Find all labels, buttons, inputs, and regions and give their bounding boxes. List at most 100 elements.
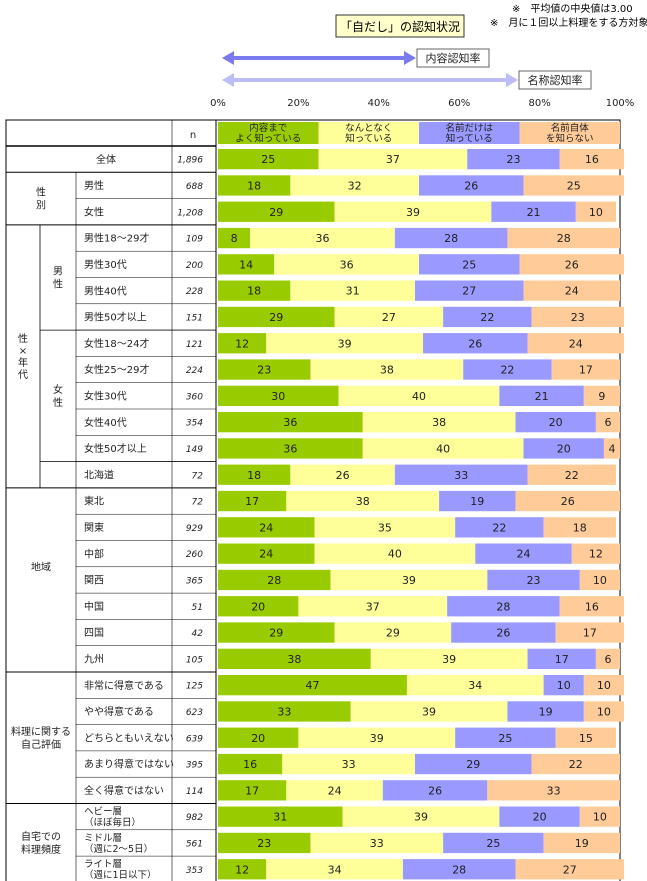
bar-value-label: 26 <box>336 469 350 482</box>
bar-value-label: 39 <box>402 574 416 587</box>
row-n: 224 <box>186 366 203 376</box>
chart-title: 「自だし」の認知状況 <box>340 19 460 34</box>
row-n: 72 <box>192 471 204 481</box>
row-label: 関西 <box>84 575 104 587</box>
bar-value-label: 6 <box>604 416 611 429</box>
row-n: 354 <box>186 419 203 429</box>
bar-segment <box>310 359 464 380</box>
bar-segment <box>218 569 331 591</box>
bar-segment <box>218 648 371 669</box>
bar-segment <box>218 780 287 801</box>
bar-value-label: 18 <box>247 179 261 192</box>
bar-segment <box>382 780 488 801</box>
row-n: 360 <box>186 392 203 402</box>
bar-segment <box>523 280 620 301</box>
bar-value-label: 14 <box>239 258 253 271</box>
legend-arrow-1: 名称認知率 <box>222 70 592 90</box>
bar-segment <box>543 675 584 696</box>
bar-segment <box>218 464 291 485</box>
bar-value-label: 25 <box>486 837 500 850</box>
subgroup-label: 男性 <box>53 266 63 291</box>
bar-value-label: 17 <box>245 495 259 508</box>
bar-value-label: 22 <box>492 521 506 534</box>
bar-value-label: 33 <box>454 469 468 482</box>
row-label: 女性18～24才 <box>84 337 149 350</box>
bar-value-label: 24 <box>259 521 273 534</box>
bar-value-label: 29 <box>269 311 283 324</box>
row-label: 東北 <box>84 495 104 508</box>
row-label: 男性 <box>84 179 104 192</box>
bar-value-label: 36 <box>340 258 354 271</box>
row-label: 女性25～29才 <box>84 363 149 376</box>
bar-segment <box>583 385 620 406</box>
bar-segment <box>218 675 407 696</box>
bar-segment <box>310 832 444 854</box>
bar-value-label: 38 <box>356 495 370 508</box>
bar-value-label: 16 <box>243 758 257 771</box>
bar-value-label: 23 <box>257 837 271 850</box>
bar-segment <box>423 333 528 354</box>
bar-segment <box>555 622 625 643</box>
bar-value-label: 39 <box>406 206 420 219</box>
bar-value-label: 10 <box>597 679 611 692</box>
bar-value-label: 37 <box>366 600 380 613</box>
data-row: 関東 929 24 35 22 18 <box>76 513 616 538</box>
row-n: 353 <box>186 866 203 876</box>
bar-segment <box>330 569 488 591</box>
bar-value-label: 37 <box>386 153 400 166</box>
bar-value-label: 20 <box>251 732 265 745</box>
bar-segment <box>595 412 620 433</box>
x-tick-label: 40% <box>368 98 390 109</box>
legend-swatch-3 <box>519 122 620 144</box>
title-box <box>335 14 465 38</box>
bar-segment <box>218 832 311 854</box>
bar-segment <box>350 701 508 722</box>
bar-value-label: 26 <box>464 179 478 192</box>
n-column-header: n <box>190 130 196 141</box>
bar-value-label: 26 <box>496 627 510 640</box>
bar-value-label: 22 <box>500 364 514 377</box>
bar-value-label: 28 <box>557 232 571 245</box>
bar-value-label: 10 <box>593 811 607 824</box>
bar-segment <box>282 753 415 775</box>
data-row: 全体 1,896 25 37 23 16 <box>96 149 625 170</box>
bar-segment <box>298 596 448 617</box>
row-n: 561 <box>186 839 203 849</box>
bar-value-label: 17 <box>555 653 569 666</box>
bar-value-label: 27 <box>462 285 476 298</box>
row-n: 260 <box>186 550 203 560</box>
bar-value-label: 40 <box>436 442 450 455</box>
bar-segment <box>507 701 584 722</box>
legend-label-1: なんとなく知っている <box>345 123 392 145</box>
bar-value-label: 15 <box>579 732 593 745</box>
group-label: 料理に関する自己評価 <box>11 725 71 751</box>
bar-segment <box>579 806 620 827</box>
bar-value-label: 27 <box>382 311 396 324</box>
bar-value-label: 36 <box>283 416 297 429</box>
bar-segment <box>499 806 580 827</box>
bar-segment <box>443 306 532 328</box>
row-n: 42 <box>192 629 204 639</box>
bar-segment <box>338 385 500 406</box>
bar-segment <box>523 438 604 459</box>
bar-value-label: 24 <box>517 548 531 561</box>
bar-segment <box>218 622 335 643</box>
row-label: どちらともいえない <box>84 732 174 744</box>
bar-value-label: 29 <box>269 627 283 640</box>
bar-segment <box>218 280 291 301</box>
bar-value-label: 34 <box>328 863 342 876</box>
data-row: 女性30代 360 30 40 21 9 <box>76 382 620 406</box>
bar-value-label: 33 <box>342 758 356 771</box>
bar-value-label: 24 <box>328 784 342 797</box>
bar-value-label: 25 <box>462 258 476 271</box>
bar-value-label: 29 <box>269 206 283 219</box>
bar-segment <box>406 675 544 696</box>
x-tick-label: 20% <box>287 98 309 109</box>
group-label: 性×年代 <box>18 332 28 381</box>
data-row: 関西 365 28 39 23 10 <box>76 566 620 591</box>
bar-segment <box>218 385 339 406</box>
data-row: 女性18～24才 121 12 39 26 24 <box>76 329 625 354</box>
bar-value-label: 18 <box>247 285 261 298</box>
legend-swatch-0 <box>218 122 319 144</box>
